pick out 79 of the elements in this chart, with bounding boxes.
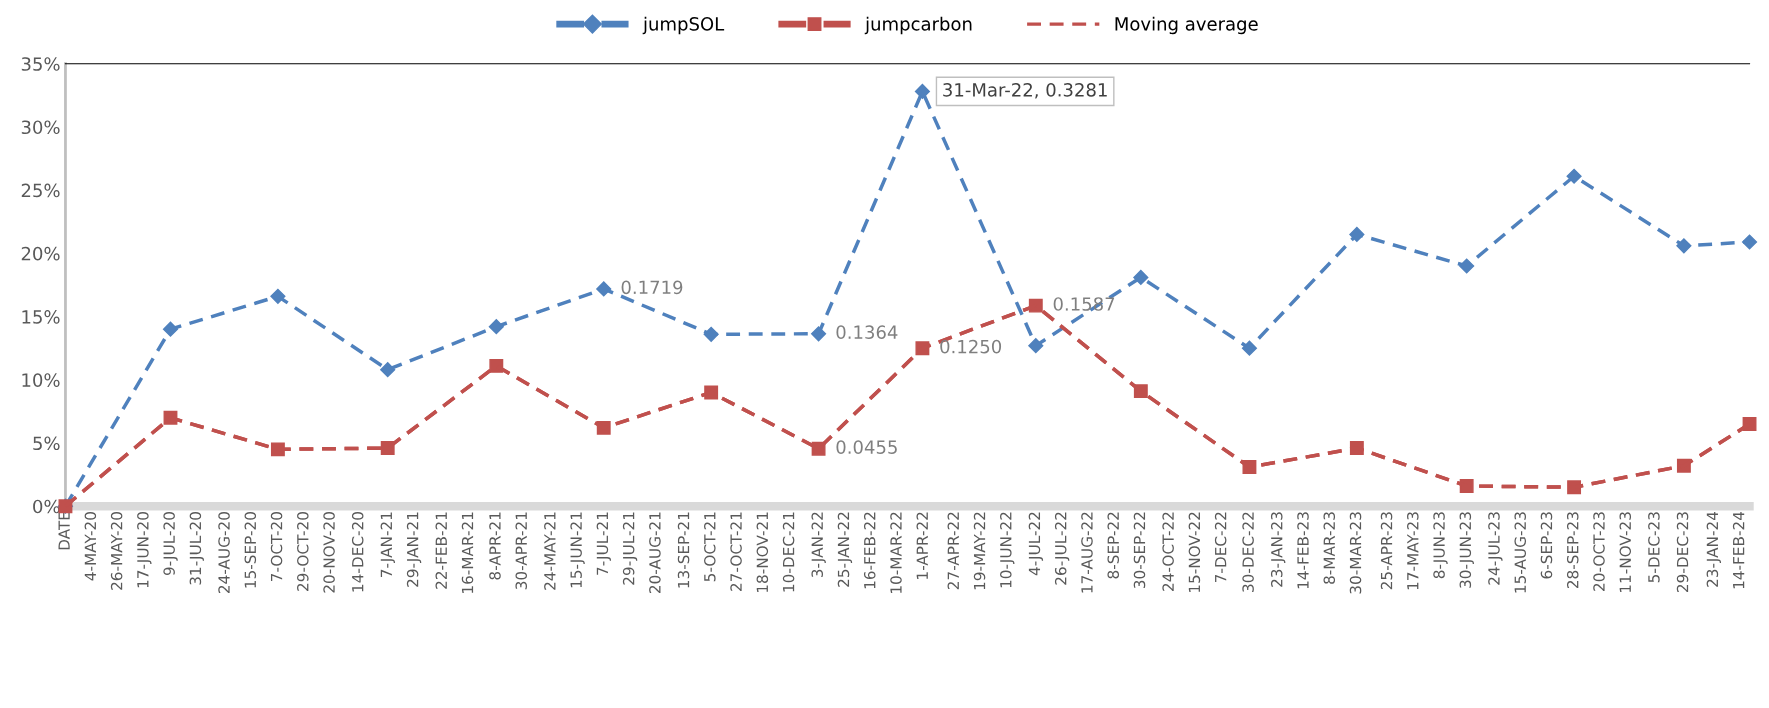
x-tick-label: 29-JAN-21 xyxy=(406,512,422,587)
x-tick-label: 6-SEP-23 xyxy=(1540,512,1553,579)
x-tick-label: 29-JUL-21 xyxy=(622,512,638,585)
x-tick-label: 31-JUL-20 xyxy=(189,512,205,585)
x-tick-label: 15-NOV-22 xyxy=(1188,512,1201,593)
x-tick-label: 11-NOV-23 xyxy=(1619,512,1632,593)
legend-label: Moving average xyxy=(1115,16,1258,35)
x-tick-label: 5-DEC-23 xyxy=(1648,512,1660,583)
x-tick-label: 14-DEC-20 xyxy=(351,512,364,592)
x-tick-label: 20-OCT-23 xyxy=(1593,512,1605,591)
y-tick-label: 25% xyxy=(21,183,60,198)
x-tick-label: 8-JUN-23 xyxy=(1433,512,1448,579)
x-tick-label: 14-FEB-24 xyxy=(1732,511,1745,589)
x-tick-label: 15-JUN-21 xyxy=(570,512,585,588)
x-tick-label: 26-MAY-20 xyxy=(110,512,123,590)
legend-label: jumpcarbon xyxy=(864,16,972,35)
x-tick-label: 24-JUL-23 xyxy=(1488,512,1503,585)
x-tick-label: 27-OCT-21 xyxy=(730,512,742,591)
x-tick-label: 27-APR-22 xyxy=(947,512,959,590)
x-tick-label: 15-SEP-20 xyxy=(244,512,257,588)
x-tick-label: 10-MAR-22 xyxy=(890,512,902,593)
x-tick-label: 8-MAR-23 xyxy=(1323,512,1336,584)
data-label: 0.1719 xyxy=(621,280,683,295)
x-tick-label: 23-JAN-24 xyxy=(1706,511,1722,587)
x-tick-label: 16-MAR-21 xyxy=(461,512,474,593)
data-label: 0.1250 xyxy=(940,339,1002,354)
x-tick-label: 22-FEB-21 xyxy=(435,512,447,589)
x-tick-label: 24-OCT-22 xyxy=(1162,512,1174,591)
y-tick-label: 35% xyxy=(21,57,60,71)
x-tick-label: 28-SEP-23 xyxy=(1566,512,1579,589)
x-tick-label: 23-JAN-23 xyxy=(1270,512,1286,587)
x-tick-label: 18-NOV-21 xyxy=(756,512,769,593)
x-tick-label: 16-FEB-22 xyxy=(863,512,876,589)
x-tick-label: 9-JUL-20 xyxy=(163,512,178,576)
x-tick-label: 10-JUN-22 xyxy=(1000,512,1015,588)
x-tick-label: 8-APR-21 xyxy=(489,512,501,580)
y-tick-label: 0% xyxy=(33,499,60,514)
y-tick-label: 20% xyxy=(21,246,60,261)
x-tick-label: 19-MAY-22 xyxy=(973,512,986,590)
x-tick-label: 20-NOV-20 xyxy=(323,512,335,593)
y-tick-label: 10% xyxy=(22,373,60,387)
x-tick-label: 17-JUN-20 xyxy=(137,512,152,588)
x-tick-label: 4-MAY-20 xyxy=(84,512,97,581)
annotation: 31-Mar-22, 0.3281 xyxy=(943,82,1107,99)
x-tick-label: 25-JAN-22 xyxy=(837,512,853,587)
x-tick-label: 24-MAY-21 xyxy=(544,512,556,590)
y-tick-label: 5% xyxy=(33,436,60,451)
x-tick-label: 30-SEP-22 xyxy=(1133,512,1146,589)
x-tick-label: 29-DEC-23 xyxy=(1676,512,1689,592)
x-tick-label: 20-AUG-21 xyxy=(649,512,661,593)
y-tick-label: 15% xyxy=(22,310,60,324)
x-tick-label: 30-DEC-22 xyxy=(1242,512,1254,592)
x-tick-label: 10-DEC-21 xyxy=(782,512,795,592)
x-tick-label: 7-OCT-20 xyxy=(270,512,283,582)
x-tick-label: 1-APR-22 xyxy=(916,512,928,579)
y-tick-label: 30% xyxy=(21,120,60,135)
x-tick-label: 25-APR-23 xyxy=(1380,512,1393,590)
x-tick-label: 30-JUN-23 xyxy=(1459,512,1474,588)
x-tick-label: 13-SEP-21 xyxy=(677,512,690,588)
data-label: 0.0455 xyxy=(836,440,897,454)
x-tick-label: 4-JUL-22 xyxy=(1028,512,1044,576)
x-tick-label: 29-OCT-20 xyxy=(297,512,309,591)
data-label: 0.1364 xyxy=(836,325,898,340)
x-tick-label: 8-SEP-22 xyxy=(1107,512,1120,579)
x-tick-label: 7-JUL-21 xyxy=(596,512,612,575)
x-tick-label: 17-MAY-23 xyxy=(1407,512,1419,590)
legend-label: jumpSOL xyxy=(642,16,725,35)
x-tick-label: 26-JUL-22 xyxy=(1054,512,1070,585)
x-tick-label: 14-FEB-23 xyxy=(1297,512,1309,589)
x-tick-label: 30-APR-21 xyxy=(515,512,528,590)
x-tick-label: 17-AUG-22 xyxy=(1081,512,1093,593)
x-tick-label: 7-DEC-22 xyxy=(1214,512,1227,583)
x-tick-label: 15-AUG-23 xyxy=(1514,512,1527,593)
x-tick-label: 3-JAN-22 xyxy=(811,512,826,578)
x-tick-label: 30-MAR-23 xyxy=(1349,512,1362,594)
x-tick-label: 7-JAN-21 xyxy=(380,512,395,577)
x-tick-label: 24-AUG-20 xyxy=(218,512,230,593)
x-tick-label: DATE xyxy=(58,512,70,550)
x-tick-label: 5-OCT-21 xyxy=(704,512,716,582)
